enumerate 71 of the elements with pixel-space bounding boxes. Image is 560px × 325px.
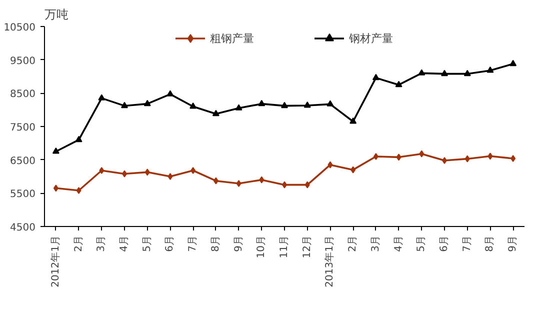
point [442, 157, 447, 164]
point [441, 70, 448, 76]
legend-label: 粗钢产量 [210, 30, 254, 46]
x-tick-label: 6月 [164, 235, 176, 252]
x-tick-label: 4月 [119, 235, 130, 252]
x-tick-label: 8月 [210, 235, 222, 252]
point [326, 100, 334, 106]
y-tick-label: 8500 [10, 89, 36, 100]
point [488, 152, 493, 160]
point [190, 167, 196, 174]
y-tick-label: 7500 [10, 122, 36, 134]
x-tick-label: 7月 [462, 235, 473, 252]
x-tick-label: 2月 [73, 235, 84, 252]
point [76, 187, 82, 194]
point [350, 166, 356, 174]
point [350, 118, 357, 124]
point [486, 66, 494, 73]
y-tick-label: 6500 [10, 156, 36, 167]
point [213, 177, 218, 184]
point [373, 153, 378, 160]
point [464, 155, 470, 162]
x-tick-label: 9月 [233, 235, 244, 252]
x-tick-label: 2012年1月 [49, 236, 62, 288]
x-tick-label: 6月 [439, 235, 450, 252]
point [235, 104, 242, 110]
point [190, 102, 197, 109]
x-tick-label: 12月 [302, 235, 313, 258]
x-tick-label: 10月 [256, 235, 268, 258]
point [281, 102, 288, 108]
point [510, 60, 517, 66]
x-tick-label: 5月 [416, 235, 428, 252]
y-tick-label: 5500 [10, 189, 36, 200]
x-tick-label: 3月 [370, 235, 382, 252]
point [372, 74, 380, 80]
x-tick-label: 8月 [484, 235, 496, 252]
point [75, 136, 82, 142]
x-tick-label: 9月 [508, 235, 519, 252]
point [98, 94, 106, 100]
legend-label: 钢材产量 [349, 30, 393, 46]
point [212, 110, 220, 116]
x-tick-label: 4月 [393, 235, 404, 252]
point [121, 102, 128, 108]
point [304, 102, 311, 108]
point [304, 181, 310, 188]
point [258, 100, 266, 106]
y-tick-label: 9500 [10, 56, 36, 67]
x-tick-label: 2013年1月 [324, 236, 336, 288]
y-axis-title: 万吨 [44, 8, 68, 22]
point [510, 155, 516, 162]
point [396, 154, 402, 161]
y-tick-label: 4500 [10, 222, 36, 234]
point [395, 80, 402, 88]
x-tick-label: 11月 [279, 235, 290, 258]
point [328, 161, 333, 168]
point [464, 70, 471, 76]
point [259, 176, 264, 184]
point [236, 180, 242, 187]
point [166, 90, 174, 96]
x-tick-label: 2月 [348, 235, 359, 252]
point [419, 150, 424, 158]
point [99, 167, 104, 174]
point [52, 148, 60, 154]
point [144, 168, 150, 176]
point [168, 173, 173, 180]
x-tick-label: 3月 [96, 235, 108, 252]
x-tick-label: 5月 [142, 235, 153, 252]
x-tick-label: 7月 [188, 235, 199, 252]
point [144, 100, 151, 106]
point [53, 184, 58, 192]
point [418, 69, 426, 76]
y-tick-label: 10500 [4, 22, 36, 34]
